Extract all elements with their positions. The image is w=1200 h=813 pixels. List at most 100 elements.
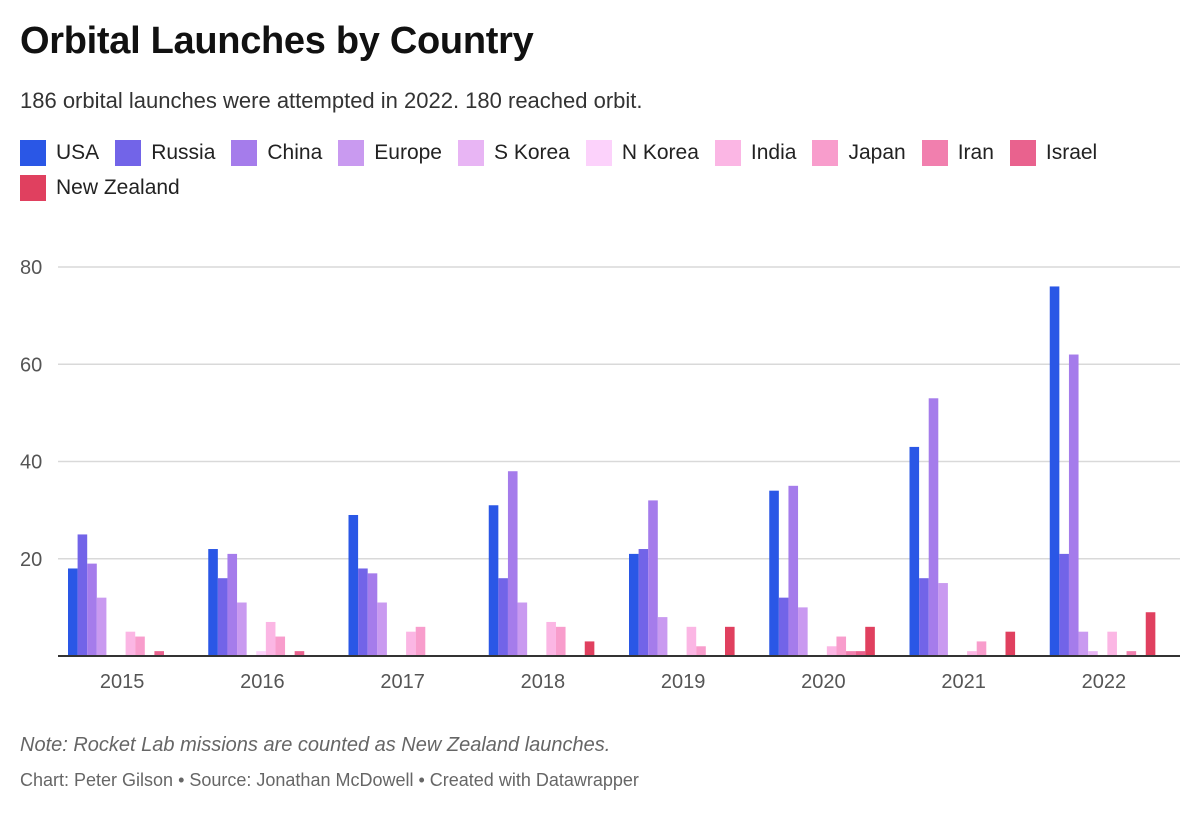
bar-india-2018 <box>546 621 556 656</box>
bar-israel-2020 <box>855 651 866 656</box>
legend-item-israel: Israel <box>1009 140 1097 166</box>
legend-item-japan: Japan <box>812 140 906 166</box>
chart-subtitle: 186 orbital launches were attempted in 2… <box>20 88 643 113</box>
bar-new-zealand-2020 <box>865 626 875 656</box>
bar-israel-2016 <box>294 651 305 656</box>
bar-russia-2021 <box>919 578 929 656</box>
bar-india-2015 <box>125 631 136 656</box>
bar-europe-2017 <box>377 602 387 656</box>
x-tick-label-2018: 2018 <box>521 671 566 693</box>
y-tick-label-20: 20 <box>20 549 42 571</box>
bar-russia-2022 <box>1059 553 1069 656</box>
bar-india-2017 <box>406 631 416 656</box>
bar-s-korea-2022 <box>1088 651 1098 656</box>
bar-russia-2017 <box>358 568 368 656</box>
bar-japan-2021 <box>976 641 987 656</box>
legend-swatch <box>20 140 46 166</box>
x-tick-label-2020: 2020 <box>801 671 846 693</box>
x-tick-label-2016: 2016 <box>240 671 285 693</box>
bar-russia-2019 <box>638 549 649 656</box>
legend-swatch <box>921 140 948 166</box>
bar-group-2019 <box>629 500 735 656</box>
x-tick-label-2021: 2021 <box>941 671 986 693</box>
bar-n-korea-2016 <box>256 651 266 656</box>
bar-china-2018 <box>507 471 518 656</box>
bar-usa-2020 <box>769 490 779 656</box>
bar-usa-2022 <box>1049 286 1060 656</box>
bar-japan-2016 <box>275 636 286 656</box>
bar-india-2019 <box>686 626 697 656</box>
bar-usa-2016 <box>208 549 218 656</box>
legend-item-europe: Europe <box>338 140 442 166</box>
bar-china-2021 <box>928 398 939 656</box>
bar-group-2016 <box>208 549 305 656</box>
bar-china-2019 <box>648 500 658 656</box>
bar-europe-2015 <box>96 597 107 656</box>
y-tick-label-40: 40 <box>20 452 42 474</box>
bar-usa-2021 <box>909 446 920 656</box>
bar-europe-2020 <box>798 607 808 656</box>
legend-label: Japan <box>848 141 906 164</box>
bar-europe-2022 <box>1078 631 1089 656</box>
bar-india-2022 <box>1107 631 1117 656</box>
chart-title: Orbital Launches by Country <box>20 20 534 62</box>
legend-item-india: India <box>714 140 796 166</box>
bar-usa-2017 <box>348 514 359 656</box>
bar-new-zealand-2022 <box>1145 612 1156 656</box>
gridlines <box>58 266 1180 560</box>
bar-usa-2018 <box>488 505 499 656</box>
bar-europe-2019 <box>657 617 668 656</box>
bar-russia-2018 <box>498 578 508 656</box>
bar-china-2022 <box>1068 354 1079 656</box>
bar-china-2017 <box>367 573 378 656</box>
bar-europe-2021 <box>938 583 948 656</box>
bar-new-zealand-2019 <box>725 626 735 656</box>
legend-label: S Korea <box>493 141 570 164</box>
bar-group-2018 <box>488 471 595 656</box>
legend-swatch <box>457 140 484 166</box>
bar-china-2020 <box>788 485 799 656</box>
bars <box>68 286 1156 656</box>
legend-swatch <box>115 140 142 166</box>
bar-europe-2016 <box>237 602 247 656</box>
bar-russia-2015 <box>77 534 88 656</box>
bar-israel-2015 <box>154 651 164 656</box>
bar-iran-2020 <box>846 651 856 656</box>
bar-india-2020 <box>826 646 837 656</box>
legend-item-china: China <box>231 140 322 166</box>
legend-label: New Zealand <box>56 176 180 199</box>
legend-swatch <box>231 140 258 166</box>
x-tick-label-2017: 2017 <box>380 671 425 693</box>
legend-item-iran: Iran <box>921 140 994 166</box>
bar-russia-2016 <box>217 578 228 656</box>
bar-usa-2015 <box>68 568 78 656</box>
bar-group-2015 <box>68 534 164 656</box>
legend-label: China <box>267 141 323 164</box>
axes: 20 40 60 80 2015 2016 2017 2018 2019 2020 2021 2022 <box>20 257 1180 693</box>
bar-japan-2017 <box>415 626 426 656</box>
bar-new-zealand-2021 <box>1005 631 1016 656</box>
bar-japan-2020 <box>836 636 847 656</box>
legend-item-usa: USA <box>20 140 99 166</box>
bar-japan-2019 <box>696 646 706 656</box>
legend: USA Russia China Europe S Korea N Korea India J… <box>20 140 1180 201</box>
bar-japan-2018 <box>555 626 566 656</box>
legend-item-new-zealand: New Zealand <box>20 175 180 201</box>
bar-chart: 20 40 60 80 2015 2016 2017 2018 2019 2020 2021 2022 <box>20 257 1180 693</box>
bar-india-2016 <box>265 621 276 656</box>
legend-label: Europe <box>374 141 442 164</box>
bar-india-2021 <box>967 651 977 656</box>
bar-china-2015 <box>87 563 97 656</box>
bar-russia-2020 <box>778 597 789 656</box>
bar-usa-2019 <box>629 553 639 656</box>
footnote: Note: Rocket Lab missions are counted as… <box>20 734 611 756</box>
bar-iran-2022 <box>1126 651 1137 656</box>
bar-group-2017 <box>348 514 426 656</box>
legend-label: Russia <box>151 141 216 164</box>
bar-japan-2015 <box>135 636 145 656</box>
legend-label: USA <box>56 141 100 164</box>
credit-line: Chart: Peter Gilson • Source: Jonathan M… <box>20 770 639 790</box>
y-tick-label-60: 60 <box>20 354 42 376</box>
legend-swatch <box>20 175 46 201</box>
x-tick-label-2015: 2015 <box>100 671 145 693</box>
